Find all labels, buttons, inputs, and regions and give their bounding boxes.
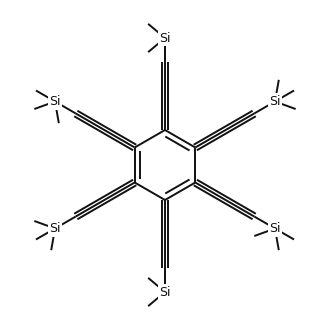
- Text: Si: Si: [159, 285, 171, 299]
- Text: Si: Si: [49, 95, 61, 108]
- Text: Si: Si: [159, 31, 171, 45]
- Text: Si: Si: [269, 95, 281, 108]
- Text: Si: Si: [49, 222, 61, 235]
- Text: Si: Si: [269, 222, 281, 235]
